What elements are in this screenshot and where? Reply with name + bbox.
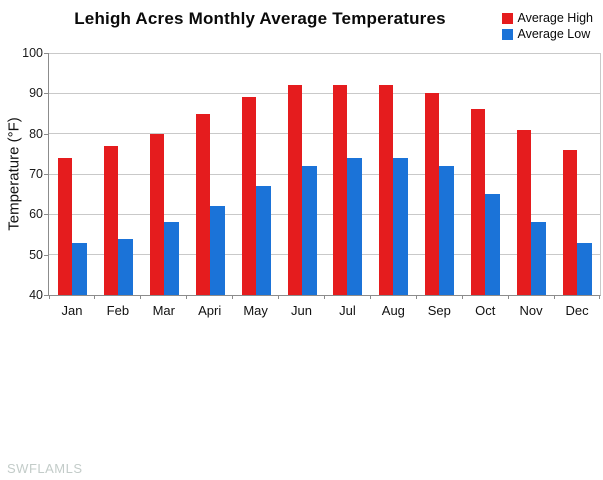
x-label-oct: Oct	[475, 303, 496, 318]
bar-high-apri	[195, 113, 210, 295]
bar-low-sep	[439, 165, 455, 295]
bar-high-oct	[471, 109, 486, 295]
x-tick-0	[48, 295, 50, 299]
bar-low-aug	[393, 157, 409, 295]
x-tick-6	[324, 295, 325, 299]
bar-low-jun	[301, 165, 317, 295]
x-label-feb: Feb	[106, 303, 130, 318]
gridline-70	[49, 173, 600, 175]
bar-low-jan	[71, 242, 87, 295]
bar-low-mar	[163, 222, 179, 295]
x-tick-7	[369, 295, 371, 299]
bar-high-may	[241, 97, 256, 295]
y-tick-label-50: 50	[29, 247, 43, 262]
legend-swatch-low	[502, 28, 514, 40]
bar-high-aug	[379, 85, 394, 295]
x-tick-3	[186, 295, 188, 299]
y-tick-label-40: 40	[29, 288, 43, 302]
x-tick-2	[140, 295, 142, 299]
bar-low-feb	[117, 238, 133, 295]
bar-high-sep	[425, 93, 440, 295]
legend-label-low: Average Low	[517, 27, 591, 41]
x-label-aug: Aug	[381, 303, 405, 318]
x-tick-11	[553, 295, 555, 299]
gridline-80	[49, 133, 600, 135]
x-label-may: May	[243, 303, 268, 318]
x-tick-9	[461, 295, 463, 299]
y-tick-label-70: 70	[29, 167, 43, 181]
bar-high-jan	[57, 157, 72, 295]
x-tick-4	[232, 295, 234, 299]
gridline-100	[49, 53, 600, 54]
y-tick-80	[44, 133, 49, 135]
x-label-dec: Dec	[565, 303, 589, 318]
x-label-sep: Sep	[427, 303, 451, 318]
bar-low-dec	[577, 242, 593, 295]
y-tick-label-100: 100	[22, 46, 43, 60]
gridline-50	[49, 254, 600, 256]
bar-high-mar	[149, 133, 164, 295]
legend-label-high: Average High	[517, 11, 593, 25]
y-tick-label-80: 80	[29, 126, 43, 141]
x-tick-10	[507, 295, 509, 299]
bar-high-dec	[563, 149, 578, 295]
gridline-60	[49, 213, 600, 215]
y-tick-40	[44, 295, 49, 296]
bar-high-feb	[103, 145, 118, 295]
y-tick-50	[44, 254, 49, 256]
x-tick-5	[278, 295, 280, 299]
x-label-nov: Nov	[519, 303, 543, 318]
bar-low-nov	[531, 222, 547, 295]
gridline-90	[49, 92, 600, 94]
x-label-jul: Jul	[339, 303, 356, 318]
legend-swatch-high	[502, 12, 514, 24]
bar-low-apri	[209, 206, 225, 295]
bar-high-jun	[287, 85, 302, 295]
x-label-mar: Mar	[152, 303, 175, 318]
x-tick-1	[94, 295, 96, 299]
y-tick-60	[44, 214, 49, 216]
y-tick-70	[44, 174, 49, 175]
legend: Average High Average Low	[502, 10, 593, 42]
x-tick-12	[599, 295, 600, 299]
x-label-jan: Jan	[61, 303, 83, 318]
bar-high-nov	[517, 129, 532, 295]
x-label-apri: Apri	[198, 303, 222, 318]
x-label-jun: Jun	[291, 303, 313, 318]
plot-area: 40 50 60 70 80 90 100 Jan Feb Mar Apri May Jun Jul Aug…	[22, 46, 601, 318]
y-tick-label-90: 90	[29, 86, 43, 101]
y-tick-100	[44, 53, 49, 54]
chart-title: Lehigh Acres Monthly Average Temperature…	[74, 9, 446, 28]
legend-item-average-high: Average High	[502, 10, 593, 26]
bar-low-may	[255, 186, 271, 295]
watermark: SWFLAMLS	[7, 461, 83, 476]
y-tick-90	[44, 93, 49, 95]
bar-low-oct	[485, 194, 501, 295]
bar-high-jul	[333, 85, 348, 295]
x-tick-8	[415, 295, 417, 299]
y-tick-label-60: 60	[29, 207, 43, 222]
bar-low-jul	[347, 157, 363, 295]
legend-item-average-low: Average Low	[502, 26, 593, 42]
